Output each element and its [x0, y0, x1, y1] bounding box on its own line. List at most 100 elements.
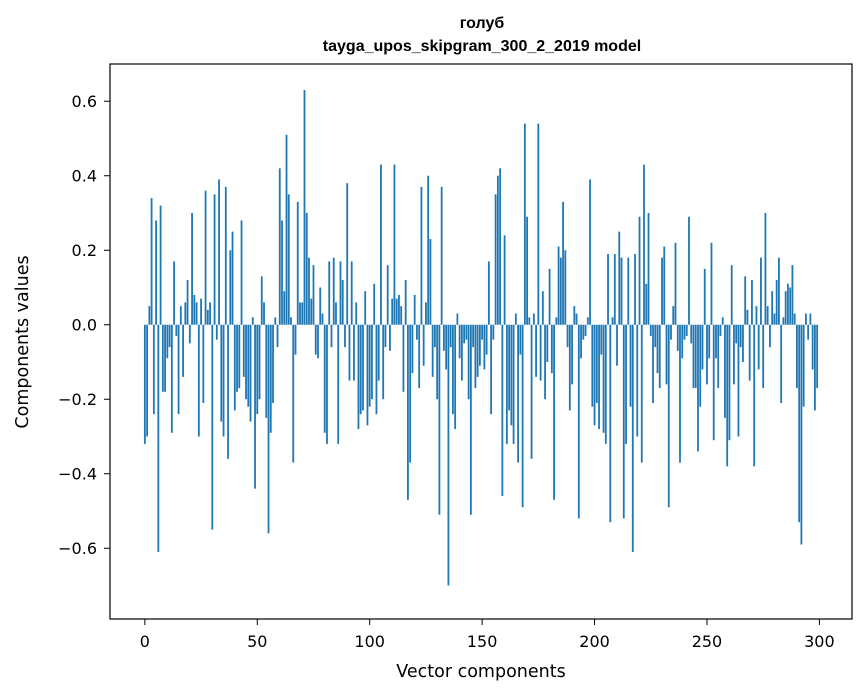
bar-component-95 — [357, 324, 360, 430]
bar-component-50 — [256, 324, 259, 415]
bar-component-135 — [447, 324, 450, 586]
bar-component-172 — [530, 324, 533, 459]
bar-component-222 — [643, 164, 645, 325]
bar-component-151 — [483, 324, 486, 370]
bar-component-191 — [573, 306, 576, 325]
bar-component-266 — [742, 324, 744, 362]
x-axis-ticks: 0 50 100 150 200 250 300 — [140, 619, 835, 651]
bar-component-162 — [508, 324, 511, 411]
bar-component-30 — [211, 324, 214, 530]
bar-component-178 — [544, 324, 546, 400]
bar-component-72 — [305, 212, 308, 325]
x-tick-label: 50 — [247, 632, 267, 651]
bar-component-32 — [215, 324, 218, 340]
bar-component-293 — [802, 324, 805, 407]
bar-component-186 — [562, 201, 564, 325]
bar-component-78 — [319, 287, 322, 325]
y-axis-ticks: −0.6 −0.4 −0.2 0.0 0.2 0.4 0.6 — [58, 92, 110, 558]
bar-component-284 — [782, 317, 785, 325]
bar-component-230 — [661, 257, 663, 325]
bar-component-136 — [449, 324, 452, 348]
bar-component-283 — [780, 324, 783, 403]
y-tick-label: 0.6 — [72, 92, 97, 111]
bar-component-289 — [793, 313, 796, 325]
bar-component-17 — [182, 324, 184, 377]
bar-component-9 — [164, 324, 166, 392]
bar-component-174 — [535, 324, 537, 377]
bar-component-13 — [173, 261, 175, 325]
bar-component-213 — [622, 324, 625, 519]
chart-title: голуб — [460, 15, 505, 32]
bar-component-255 — [717, 324, 720, 389]
bar-component-85 — [335, 302, 337, 325]
bar-component-10 — [166, 324, 169, 359]
plot-frame — [109, 63, 853, 620]
bar-component-22 — [193, 294, 196, 325]
bar-component-71 — [303, 90, 306, 325]
bar-component-74 — [310, 298, 313, 325]
bar-component-227 — [654, 324, 657, 348]
bar-component-61 — [281, 220, 283, 325]
bar-component-80 — [323, 324, 326, 433]
bar-component-43 — [240, 220, 243, 325]
bar-component-91 — [348, 324, 351, 381]
bar-component-270 — [751, 280, 753, 325]
bar-component-123 — [420, 186, 423, 325]
bar-component-167 — [519, 324, 522, 355]
bar-component-117 — [407, 324, 409, 500]
bar-component-11 — [168, 324, 171, 348]
bar-component-149 — [478, 324, 481, 366]
bar-component-73 — [308, 257, 310, 325]
bar-component-192 — [575, 313, 578, 325]
bar-component-153 — [487, 261, 490, 325]
bar-component-76 — [314, 324, 317, 355]
bar-component-253 — [712, 324, 715, 441]
bar-component-181 — [550, 324, 553, 374]
bar-component-133 — [443, 324, 445, 351]
bar-component-187 — [564, 250, 567, 325]
bar-component-56 — [269, 324, 272, 433]
bar-component-124 — [422, 324, 425, 366]
bar-component-100 — [368, 324, 371, 407]
bar-component-175 — [537, 123, 540, 325]
bar-component-163 — [510, 324, 513, 426]
bar-component-129 — [434, 324, 436, 348]
bar-component-160 — [503, 235, 506, 325]
bar-component-97 — [362, 324, 364, 411]
bar-component-232 — [665, 324, 668, 385]
bar-component-299 — [816, 324, 819, 389]
bar-component-137 — [451, 324, 454, 415]
bar-component-262 — [733, 324, 735, 385]
bar-component-53 — [263, 302, 265, 325]
bar-component-274 — [760, 257, 762, 325]
bar-component-234 — [670, 324, 672, 340]
bar-component-62 — [283, 291, 286, 325]
bar-component-131 — [438, 324, 441, 515]
bar-component-193 — [577, 324, 580, 519]
bar-component-296 — [809, 313, 812, 325]
bar-component-207 — [609, 324, 612, 523]
bar-component-89 — [344, 324, 346, 348]
bar-component-247 — [699, 324, 702, 407]
bar-component-138 — [454, 324, 457, 430]
y-tick-label: −0.6 — [58, 539, 97, 558]
bar-component-249 — [703, 268, 706, 325]
bar-component-48 — [251, 317, 254, 325]
bars-group — [143, 90, 819, 586]
bar-component-81 — [326, 324, 328, 444]
bar-component-108 — [386, 265, 389, 325]
bar-component-190 — [571, 324, 573, 385]
bar-component-285 — [784, 291, 787, 325]
x-tick-label: 100 — [354, 632, 385, 651]
bar-component-83 — [330, 324, 333, 348]
bar-component-250 — [706, 324, 708, 385]
bar-component-223 — [645, 283, 648, 325]
bar-component-152 — [485, 324, 488, 355]
bar-component-203 — [600, 324, 603, 355]
bar-component-269 — [748, 324, 751, 381]
bar-component-235 — [672, 306, 675, 325]
bar-component-118 — [409, 324, 412, 463]
bar-component-52 — [260, 276, 263, 325]
bar-component-257 — [721, 317, 724, 325]
